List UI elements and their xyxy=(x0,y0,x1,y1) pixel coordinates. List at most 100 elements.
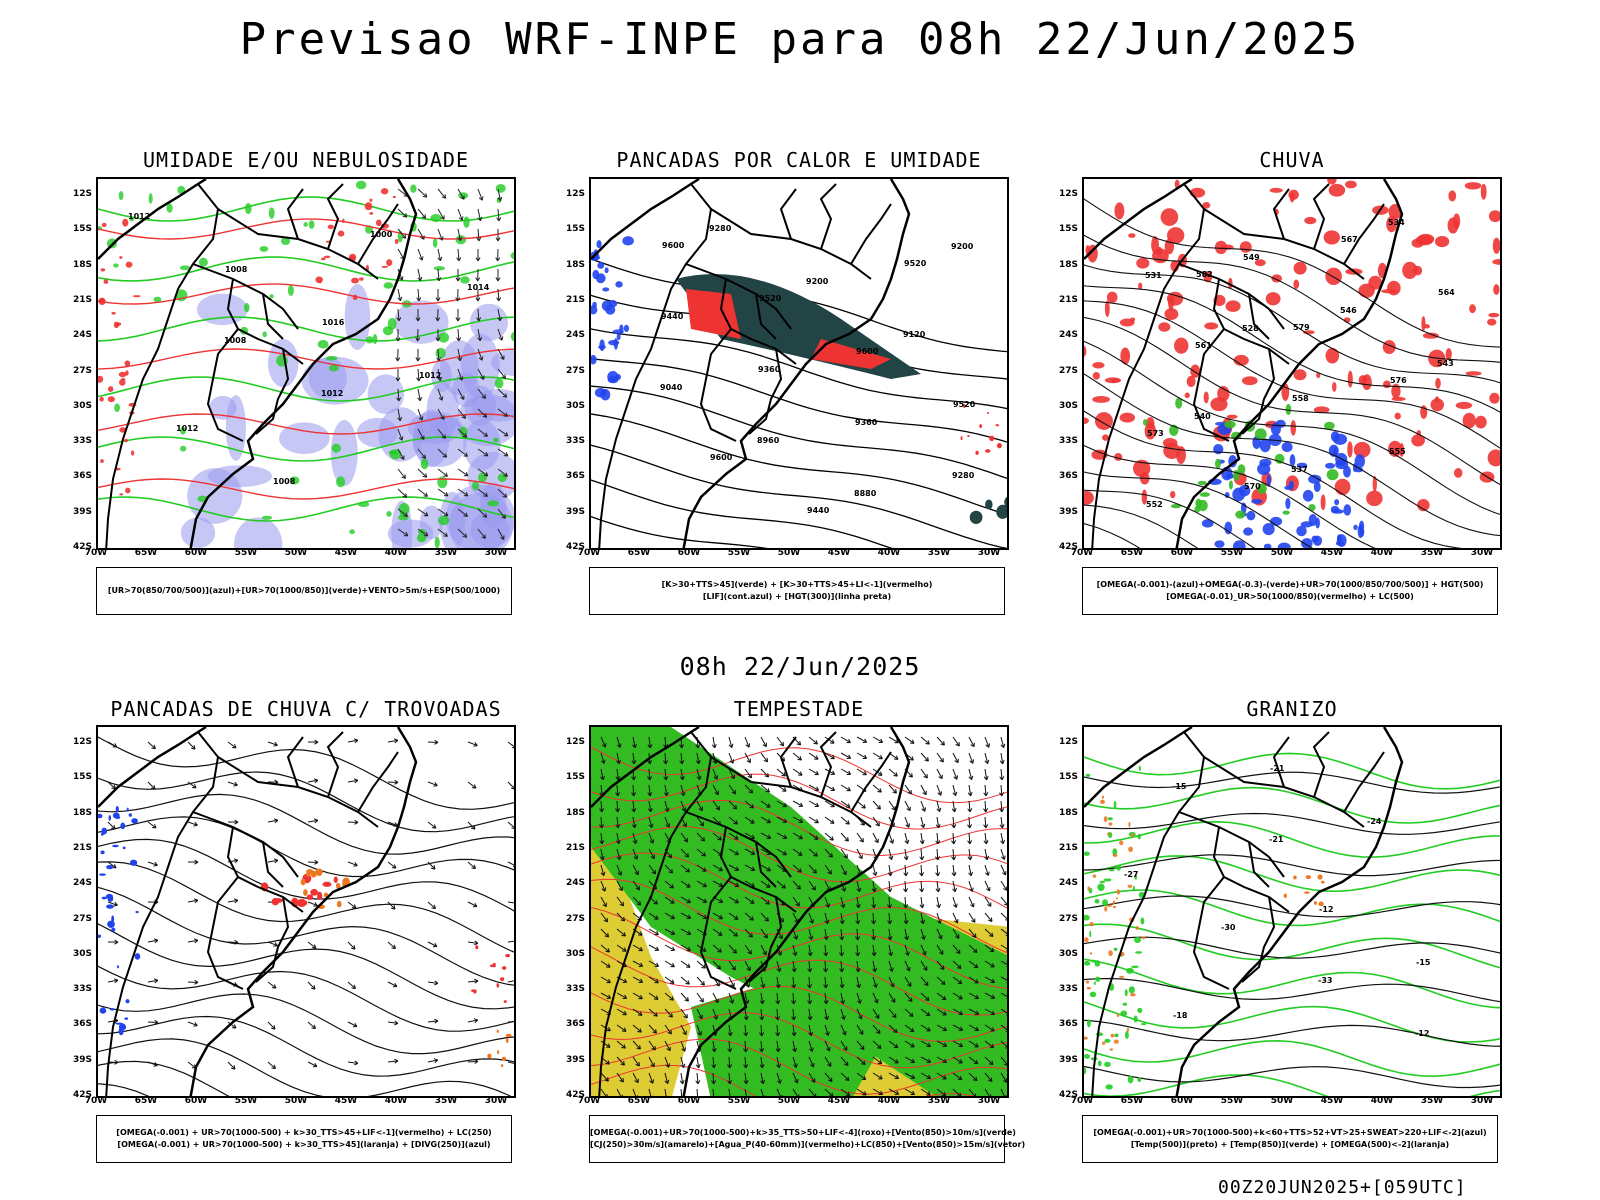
forecast-map xyxy=(96,725,516,1098)
contour-label: 1012 xyxy=(321,389,343,398)
latitude-label: 18S xyxy=(565,259,585,270)
legend-line: [OMEGA(-0.001)+UR>70(1000-500)+k<60+TTS>… xyxy=(1093,1128,1487,1137)
longitude-label: 70W xyxy=(1070,1096,1094,1106)
longitude-label: 40W xyxy=(1370,548,1394,558)
contour-label: 9280 xyxy=(709,224,732,233)
latitude-label: 18S xyxy=(72,807,92,818)
forecast-map: 1012 1008 1016 1012 1012 1008 1000 1014 1008 1012 xyxy=(96,177,516,550)
latitude-label: 33S xyxy=(565,984,585,995)
latitude-label: 12S xyxy=(1058,189,1078,199)
latitude-label: 30S xyxy=(565,948,585,959)
contour-label: 531 xyxy=(1145,271,1162,280)
contour-label: 558 xyxy=(1292,394,1309,403)
contour-label: 534 xyxy=(1388,218,1405,227)
contour-label: -30 xyxy=(1221,923,1236,932)
contour-label: 9600 xyxy=(856,347,879,356)
contour-label: 555 xyxy=(1389,447,1406,456)
longitude-label: 60W xyxy=(677,548,701,558)
forecast-map: 582 579 576 573 570 567 564 561 558 555 552 549 546 5… xyxy=(1082,177,1502,550)
longitude-label: 45W xyxy=(334,1096,358,1106)
latitude-label: 30S xyxy=(72,948,92,959)
latitude-label: 24S xyxy=(565,330,585,341)
latitude-label: 42S xyxy=(72,1090,92,1100)
latitude-label: 33S xyxy=(72,436,92,447)
latitude-label: 39S xyxy=(565,1054,585,1065)
longitude-label: 55W xyxy=(727,1096,751,1106)
map-canvas xyxy=(591,727,1007,1096)
longitude-label: 45W xyxy=(827,548,851,558)
latitude-label: 24S xyxy=(1058,330,1078,341)
latitude-label: 24S xyxy=(72,330,92,341)
latitude-label: 42S xyxy=(565,542,585,552)
contour-label: -21 xyxy=(1269,835,1284,844)
panel-title: PANCADAS POR CALOR E UMIDADE xyxy=(616,148,982,172)
contour-label: 9440 xyxy=(661,312,684,321)
longitude-label: 35W xyxy=(927,1096,951,1106)
longitude-label: 30W xyxy=(484,548,508,558)
longitude-label: 65W xyxy=(134,548,158,558)
latitude-label: 27S xyxy=(565,365,585,376)
latitude-label: 33S xyxy=(565,436,585,447)
longitude-label: 35W xyxy=(1420,1096,1444,1106)
longitude-label: 65W xyxy=(134,1096,158,1106)
contour-label: 9120 xyxy=(903,330,926,339)
longitude-label: 35W xyxy=(927,548,951,558)
longitude-label: 65W xyxy=(1120,548,1144,558)
latitude-label: 12S xyxy=(72,737,92,747)
contour-label: 9040 xyxy=(660,383,683,392)
latitude-label: 21S xyxy=(565,842,585,853)
contour-label: 564 xyxy=(1438,288,1455,297)
latitude-label: 18S xyxy=(72,259,92,270)
latitude-label: 33S xyxy=(1058,984,1078,995)
latitude-label: 36S xyxy=(565,1019,585,1030)
longitude-label: 50W xyxy=(284,548,308,558)
longitude-label: 30W xyxy=(977,548,1001,558)
contour-label: 1012 xyxy=(176,424,198,433)
longitude-label: 55W xyxy=(1220,548,1244,558)
contour-label: 576 xyxy=(1390,376,1407,385)
latitude-label: 30S xyxy=(1058,400,1078,411)
longitude-label: 30W xyxy=(1470,548,1494,558)
contour-label: -15 xyxy=(1416,958,1431,967)
latitude-label: 33S xyxy=(1058,436,1078,447)
latitude-label: 36S xyxy=(72,1019,92,1030)
contour-label: 1016 xyxy=(322,318,345,327)
latitude-label: 36S xyxy=(1058,471,1078,482)
map-canvas: 582 579 576 573 570 567 564 561 558 555 552 549 546 5… xyxy=(1084,179,1500,548)
latitude-label: 30S xyxy=(1058,948,1078,959)
map-canvas: 9600 9520 9600 9520 9600 9440 9520 9440 9360 9360… xyxy=(591,179,1007,548)
latitude-label: 15S xyxy=(565,224,585,235)
longitude-label: 50W xyxy=(777,1096,801,1106)
contour-label: 9280 xyxy=(952,471,975,480)
latitude-label: 12S xyxy=(565,189,585,199)
longitude-label: 40W xyxy=(1370,1096,1394,1106)
contour-label: 552 xyxy=(1146,500,1163,509)
latitude-label: 24S xyxy=(1058,878,1078,889)
forecast-map xyxy=(589,725,1009,1098)
longitude-label: 35W xyxy=(434,548,458,558)
longitude-label: 40W xyxy=(877,1096,901,1106)
latitude-label: 27S xyxy=(72,365,92,376)
contour-label: 543 xyxy=(1437,359,1454,368)
panel-title: UMIDADE E/OU NEBULOSIDADE xyxy=(142,148,470,172)
latitude-label: 12S xyxy=(1058,737,1078,747)
longitude-label: 50W xyxy=(284,1096,308,1106)
longitude-label: 55W xyxy=(727,548,751,558)
legend-line: [OMEGA(-0.01)_UR>50(1000/850)(vermelho) … xyxy=(1166,592,1414,601)
map-canvas xyxy=(98,727,514,1096)
contour-label: 1000 xyxy=(370,230,393,239)
latitude-label: 15S xyxy=(565,772,585,783)
contour-label: -21 xyxy=(1270,764,1285,773)
panel-legend: [OMEGA(-0.001) + UR>70(1000-500) + k>30_… xyxy=(96,1115,512,1163)
contour-label: 537 xyxy=(1291,465,1308,474)
contour-label: 1012 xyxy=(128,212,150,221)
contour-label: 573 xyxy=(1147,429,1164,438)
latitude-label: 42S xyxy=(72,542,92,552)
contour-label: 8880 xyxy=(854,489,877,498)
latitude-label: 15S xyxy=(1058,772,1078,783)
contour-label: 9440 xyxy=(807,506,830,515)
longitude-label: 40W xyxy=(384,1096,408,1106)
latitude-label: 39S xyxy=(565,506,585,517)
latitude-label: 15S xyxy=(72,772,92,783)
latitude-label: 18S xyxy=(565,807,585,818)
